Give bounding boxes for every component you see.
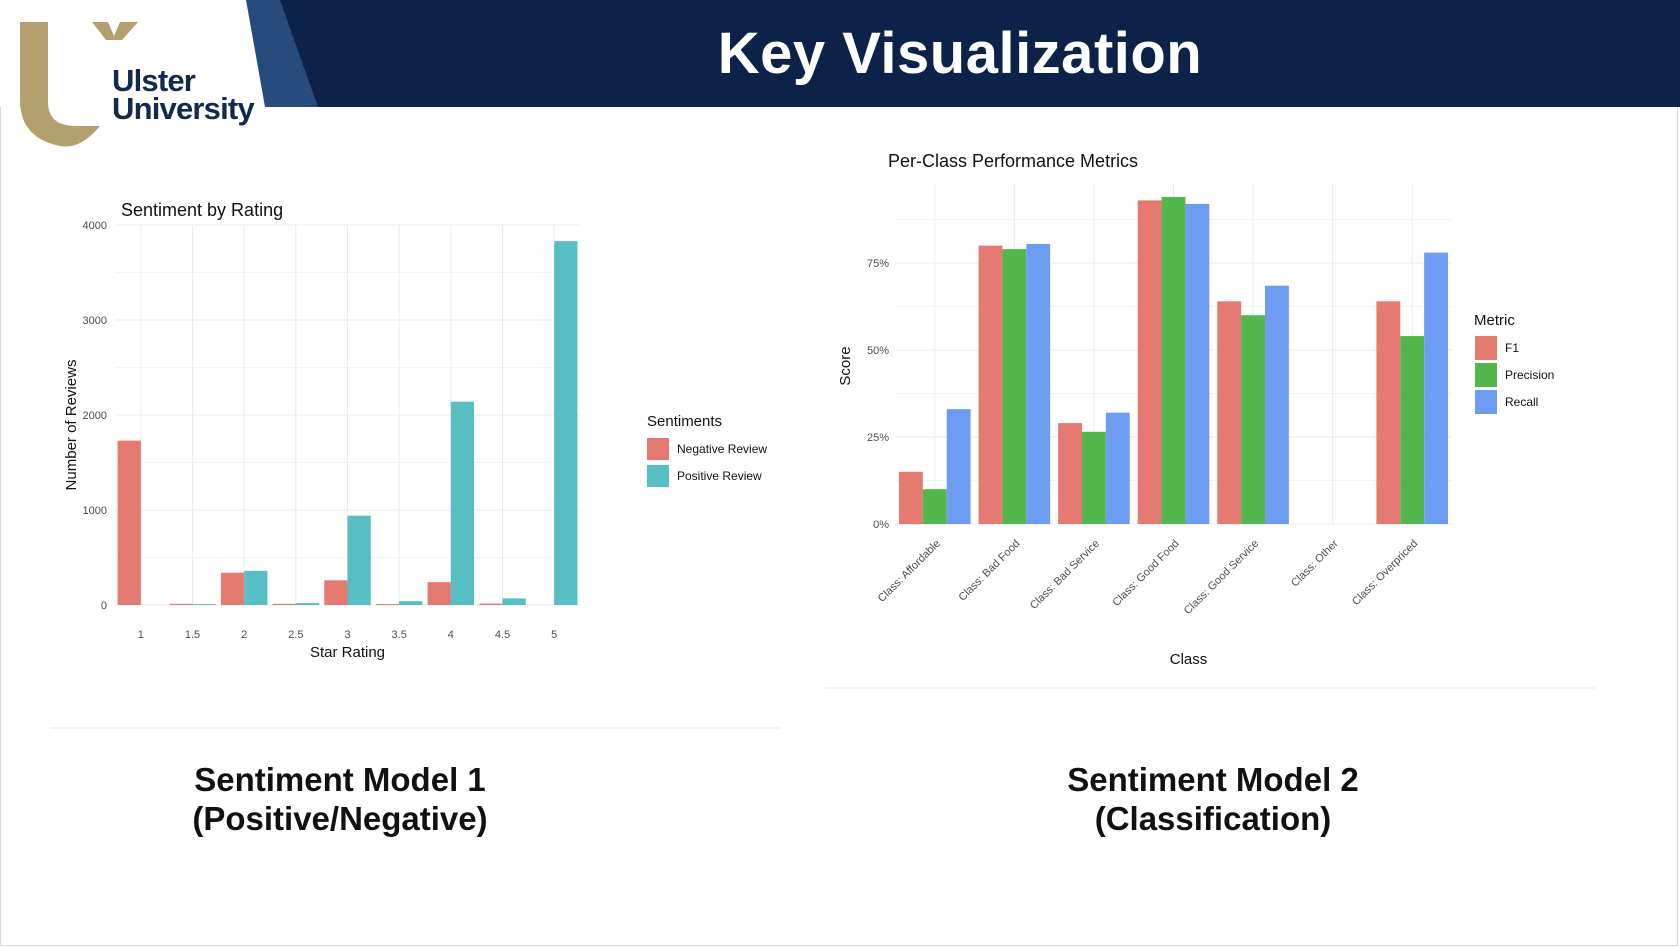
bar-recall xyxy=(1105,412,1130,524)
y-tick-label: 25% xyxy=(867,432,889,444)
right-caption: Sentiment Model 2 (Classification) xyxy=(1013,760,1413,838)
y-tick-label: 1000 xyxy=(83,505,107,517)
legend-swatch-recall xyxy=(1475,390,1497,414)
bar-recall xyxy=(946,409,971,524)
bar-f1 xyxy=(898,471,923,524)
chart-title: Sentiment by Rating xyxy=(121,200,283,220)
bar-f1 xyxy=(1058,423,1082,524)
x-tick-label: Class: Overpriced xyxy=(1350,538,1420,608)
x-tick-label: 3.5 xyxy=(392,629,407,641)
slide-title: Key Visualization xyxy=(717,21,1203,86)
x-tick-label: Class: Good Food xyxy=(1110,538,1181,609)
bar-positive xyxy=(347,515,371,605)
bar-f1 xyxy=(1137,200,1162,525)
bar-recall xyxy=(1265,285,1289,524)
bar-positive xyxy=(295,603,320,605)
legend-swatch-negative xyxy=(647,438,669,460)
x-axis-label: Star Rating xyxy=(310,644,385,661)
bar-recall xyxy=(1026,243,1051,524)
x-tick-label: Class: Bad Food xyxy=(956,538,1022,604)
legend-label: Recall xyxy=(1505,395,1538,409)
x-tick-label: 3 xyxy=(344,629,350,641)
right-caption-line1: Sentiment Model 2 xyxy=(1067,761,1359,798)
bar-f1 xyxy=(1217,301,1242,524)
bar-negative xyxy=(117,440,141,605)
chart-title: Per-Class Performance Metrics xyxy=(888,151,1138,171)
bar-recall xyxy=(1424,252,1449,524)
y-axis-label: Number of Reviews xyxy=(63,360,80,491)
legend-label: Precision xyxy=(1505,368,1554,382)
bar-precision xyxy=(1081,431,1106,524)
header-logo-panel xyxy=(0,0,318,107)
x-tick-label: 1.5 xyxy=(185,629,200,641)
bar-positive xyxy=(450,401,475,605)
logo-mark-icon xyxy=(20,22,138,147)
y-tick-label: 0 xyxy=(101,600,107,612)
x-tick-label: Class: Bad Service xyxy=(1028,538,1102,612)
y-tick-label: 50% xyxy=(867,345,889,357)
legend-title: Sentiments xyxy=(647,413,722,430)
legend-title: Metric xyxy=(1474,312,1515,329)
x-axis-label: Class xyxy=(1170,651,1208,668)
bar-positive xyxy=(244,570,268,605)
bar-precision xyxy=(1400,336,1425,524)
legend-swatch-f1 xyxy=(1475,336,1497,360)
bar-precision xyxy=(922,489,947,524)
legend-swatch-positive xyxy=(647,465,669,487)
logo-text-line2: University xyxy=(112,91,255,126)
x-tick-label: 1 xyxy=(138,629,144,641)
x-tick-label: 5 xyxy=(551,629,557,641)
left-caption: Sentiment Model 1 (Positive/Negative) xyxy=(140,760,540,838)
bar-positive xyxy=(554,241,578,605)
ulster-university-logo: Ulster University xyxy=(14,14,255,149)
legend-label: Positive Review xyxy=(677,469,762,483)
x-tick-label: 2.5 xyxy=(288,629,303,641)
y-tick-label: 75% xyxy=(867,258,889,270)
x-tick-label: 2 xyxy=(241,629,247,641)
bar-positive xyxy=(192,604,216,605)
x-tick-label: 4 xyxy=(448,629,454,641)
bar-f1 xyxy=(978,245,1003,524)
y-tick-label: 4000 xyxy=(83,220,107,232)
y-tick-label: 3000 xyxy=(83,315,107,327)
x-tick-label: Class: Other xyxy=(1289,537,1341,589)
left-caption-line2: (Positive/Negative) xyxy=(192,800,488,837)
bar-precision xyxy=(1161,196,1186,524)
x-tick-label: Class: Good Service xyxy=(1182,538,1261,617)
legend-label: F1 xyxy=(1505,341,1519,355)
bar-recall xyxy=(1185,203,1210,524)
logo-text-line1: Ulster xyxy=(112,63,196,98)
left-caption-line1: Sentiment Model 1 xyxy=(194,761,486,798)
y-tick-label: 2000 xyxy=(83,410,107,422)
bar-negative xyxy=(169,603,193,605)
bar-f1 xyxy=(1376,301,1401,524)
legend-label: Negative Review xyxy=(677,442,767,456)
bar-negative xyxy=(479,603,503,605)
bar-positive xyxy=(399,601,423,605)
bar-negative xyxy=(220,572,245,605)
legend-swatch-precision xyxy=(1475,363,1497,387)
bar-negative xyxy=(375,604,400,605)
bar-negative xyxy=(324,580,348,605)
bar-precision xyxy=(1241,315,1266,524)
right-caption-line2: (Classification) xyxy=(1094,800,1332,837)
x-tick-label: Class: Affordable xyxy=(876,538,943,605)
bar-precision xyxy=(1002,249,1027,524)
bar-negative xyxy=(272,603,296,605)
per-class-metrics-chart: 0% 25% 50% 75% Class: Affordable Class: Bad F… xyxy=(825,151,1595,689)
y-tick-label: 0% xyxy=(873,519,889,531)
x-tick-label: 4.5 xyxy=(495,629,510,641)
y-axis-label: Score xyxy=(837,346,854,385)
bar-negative xyxy=(427,582,451,605)
sentiment-by-rating-chart: 0 1000 2000 3000 4000 1 1.5 2 2.5 3 3.5 4 4.5 5 Sentim… xyxy=(50,200,780,729)
bar-positive xyxy=(502,598,526,605)
